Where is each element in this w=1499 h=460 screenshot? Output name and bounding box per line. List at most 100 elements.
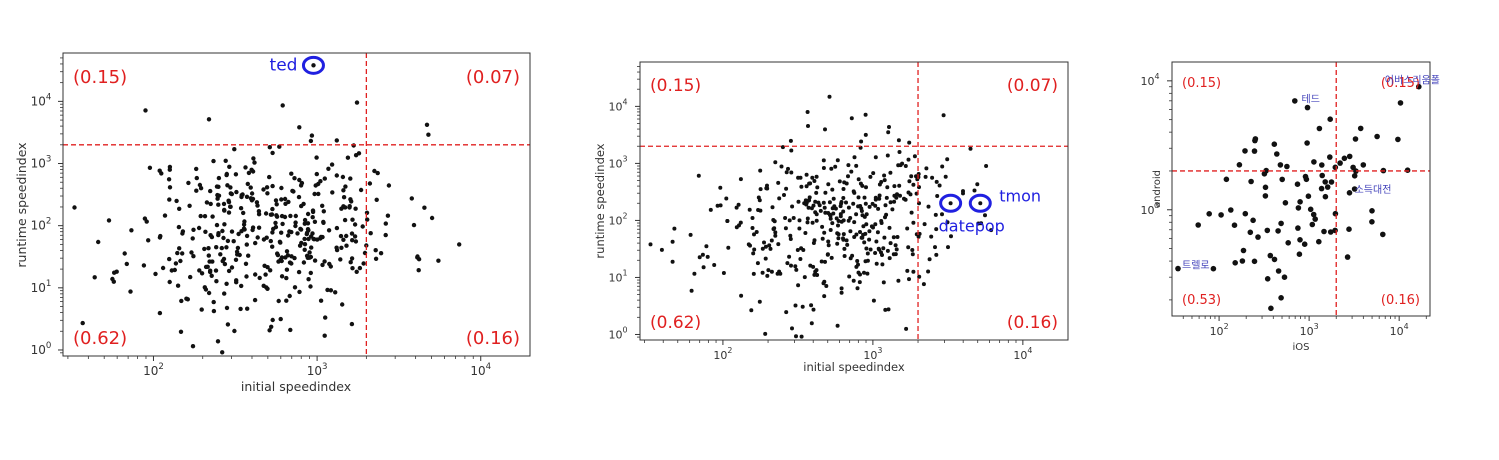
- panel2-data-point: [823, 259, 827, 264]
- panel2-data-point: [798, 257, 803, 261]
- panel1-data-point: [327, 261, 332, 267]
- panel2-data-point: [863, 132, 868, 137]
- panel2-data-point: [820, 236, 825, 241]
- panel1-data-point: [228, 185, 233, 190]
- panel1-data-point: [349, 231, 355, 236]
- panel1-data-point: [297, 289, 302, 295]
- panel1-data-point: [72, 205, 77, 210]
- panel1-data-point: [280, 103, 285, 108]
- panel1-data-point: [144, 219, 149, 224]
- panel1-data-point: [353, 153, 359, 158]
- panel1-data-point: [221, 235, 226, 241]
- panel1-data-point: [302, 221, 307, 226]
- panel1-data-point: [246, 253, 251, 258]
- panel3-data-point: [1250, 217, 1256, 224]
- panel3-data-point: [1261, 171, 1268, 177]
- panel2-data-point: [813, 210, 818, 215]
- panel3-data-point: [1195, 222, 1201, 228]
- panel1-data-point: [270, 230, 275, 235]
- panel1-data-point: [315, 237, 320, 242]
- panel2-data-point: [672, 226, 677, 231]
- panel1-data-point: [188, 274, 193, 280]
- panel1-data-point: [222, 291, 227, 296]
- panel3-data-point: [1344, 254, 1351, 260]
- panel1-data-point: [178, 329, 184, 334]
- panel1-data-point: [288, 213, 293, 219]
- panel2-data-point: [797, 226, 802, 231]
- panel1-x-tick-label: 102: [143, 362, 164, 378]
- panel2-data-point: [856, 195, 861, 200]
- panel2-data-point: [773, 233, 778, 238]
- panel3-data-point: [1312, 216, 1318, 222]
- panel2-data-point: [785, 261, 790, 266]
- panel2-data-point: [648, 242, 653, 247]
- panel1-data-point: [147, 165, 153, 170]
- panel2-data-point: [806, 124, 810, 128]
- panel1-data-point: [344, 243, 349, 248]
- panel1-data-point: [373, 256, 379, 261]
- panel2-y-tick-label: 103: [608, 154, 627, 170]
- panel1-data-point: [216, 202, 221, 207]
- panel1-data-point: [211, 158, 216, 164]
- panel1-data-point: [229, 265, 235, 270]
- panel2-data-point: [894, 195, 899, 200]
- panel2-data-point: [873, 197, 878, 202]
- panel1-data-point: [106, 218, 112, 223]
- panel1-data-point: [297, 125, 302, 130]
- panel2-data-point: [841, 209, 846, 214]
- panel2-data-point: [842, 254, 847, 258]
- panel3-data-point: [1247, 229, 1254, 236]
- panel2-data-point: [765, 183, 769, 188]
- panel1-y-tick-label: 101: [31, 279, 52, 295]
- panel3-data-point: [1210, 265, 1217, 272]
- panel3-data-point: [1416, 83, 1422, 90]
- panel2-data-point: [949, 234, 953, 239]
- panel3-data-point: [1404, 167, 1411, 173]
- panel2-data-point: [773, 230, 778, 235]
- panel1-data-point: [245, 306, 250, 311]
- panel1-data-point: [215, 339, 221, 344]
- panel1-data-point: [343, 184, 348, 189]
- panel2-data-point: [839, 286, 844, 291]
- panel1-data-point: [220, 228, 225, 234]
- panel2-data-point: [701, 265, 706, 270]
- panel1-data-point: [312, 191, 317, 197]
- panel2-data-point: [796, 283, 801, 288]
- panel2-data-point: [782, 193, 786, 197]
- panel1-data-point: [270, 150, 275, 156]
- panel2-data-point: [882, 173, 887, 178]
- panel2-data-point: [879, 219, 884, 223]
- panel1-data-point: [211, 299, 216, 305]
- panel2-data-point: [799, 246, 804, 251]
- panel1-data-point: [274, 202, 279, 207]
- panel1-data-point: [225, 238, 231, 244]
- panel2-data-point: [799, 334, 804, 339]
- panel2-data-point: [852, 220, 857, 225]
- panel2-data-point: [776, 180, 781, 185]
- panel2-data-point: [943, 174, 948, 179]
- panel1-data-point: [312, 219, 318, 224]
- panel1-data-point: [321, 220, 326, 225]
- panel2-data-point: [763, 331, 768, 336]
- panel2-data-point: [902, 196, 906, 201]
- panel3-data-point: [1346, 153, 1353, 160]
- panel2-data-point: [865, 251, 870, 256]
- panel3-data-point: [1316, 238, 1322, 245]
- panel1-data-point: [233, 172, 239, 177]
- panel1-data-point: [316, 191, 321, 197]
- panel1-data-point: [278, 316, 283, 322]
- panel2-data-point: [885, 248, 890, 253]
- panel1-data-point: [350, 217, 355, 222]
- panel3-data-point: [1268, 305, 1274, 312]
- panel1-data-point: [353, 206, 358, 211]
- panel3-data-point: [1218, 212, 1224, 218]
- panel1-data-point: [325, 287, 330, 293]
- panel2-data-point: [903, 164, 908, 168]
- panel1-data-point: [206, 253, 211, 258]
- panel3-data-point: [1274, 151, 1280, 157]
- panel1-data-point: [296, 269, 302, 275]
- panel1-data-point: [334, 138, 339, 143]
- panel1-data-point: [162, 213, 168, 218]
- panel2-data-point: [851, 201, 856, 206]
- panel1-data-point: [124, 261, 129, 267]
